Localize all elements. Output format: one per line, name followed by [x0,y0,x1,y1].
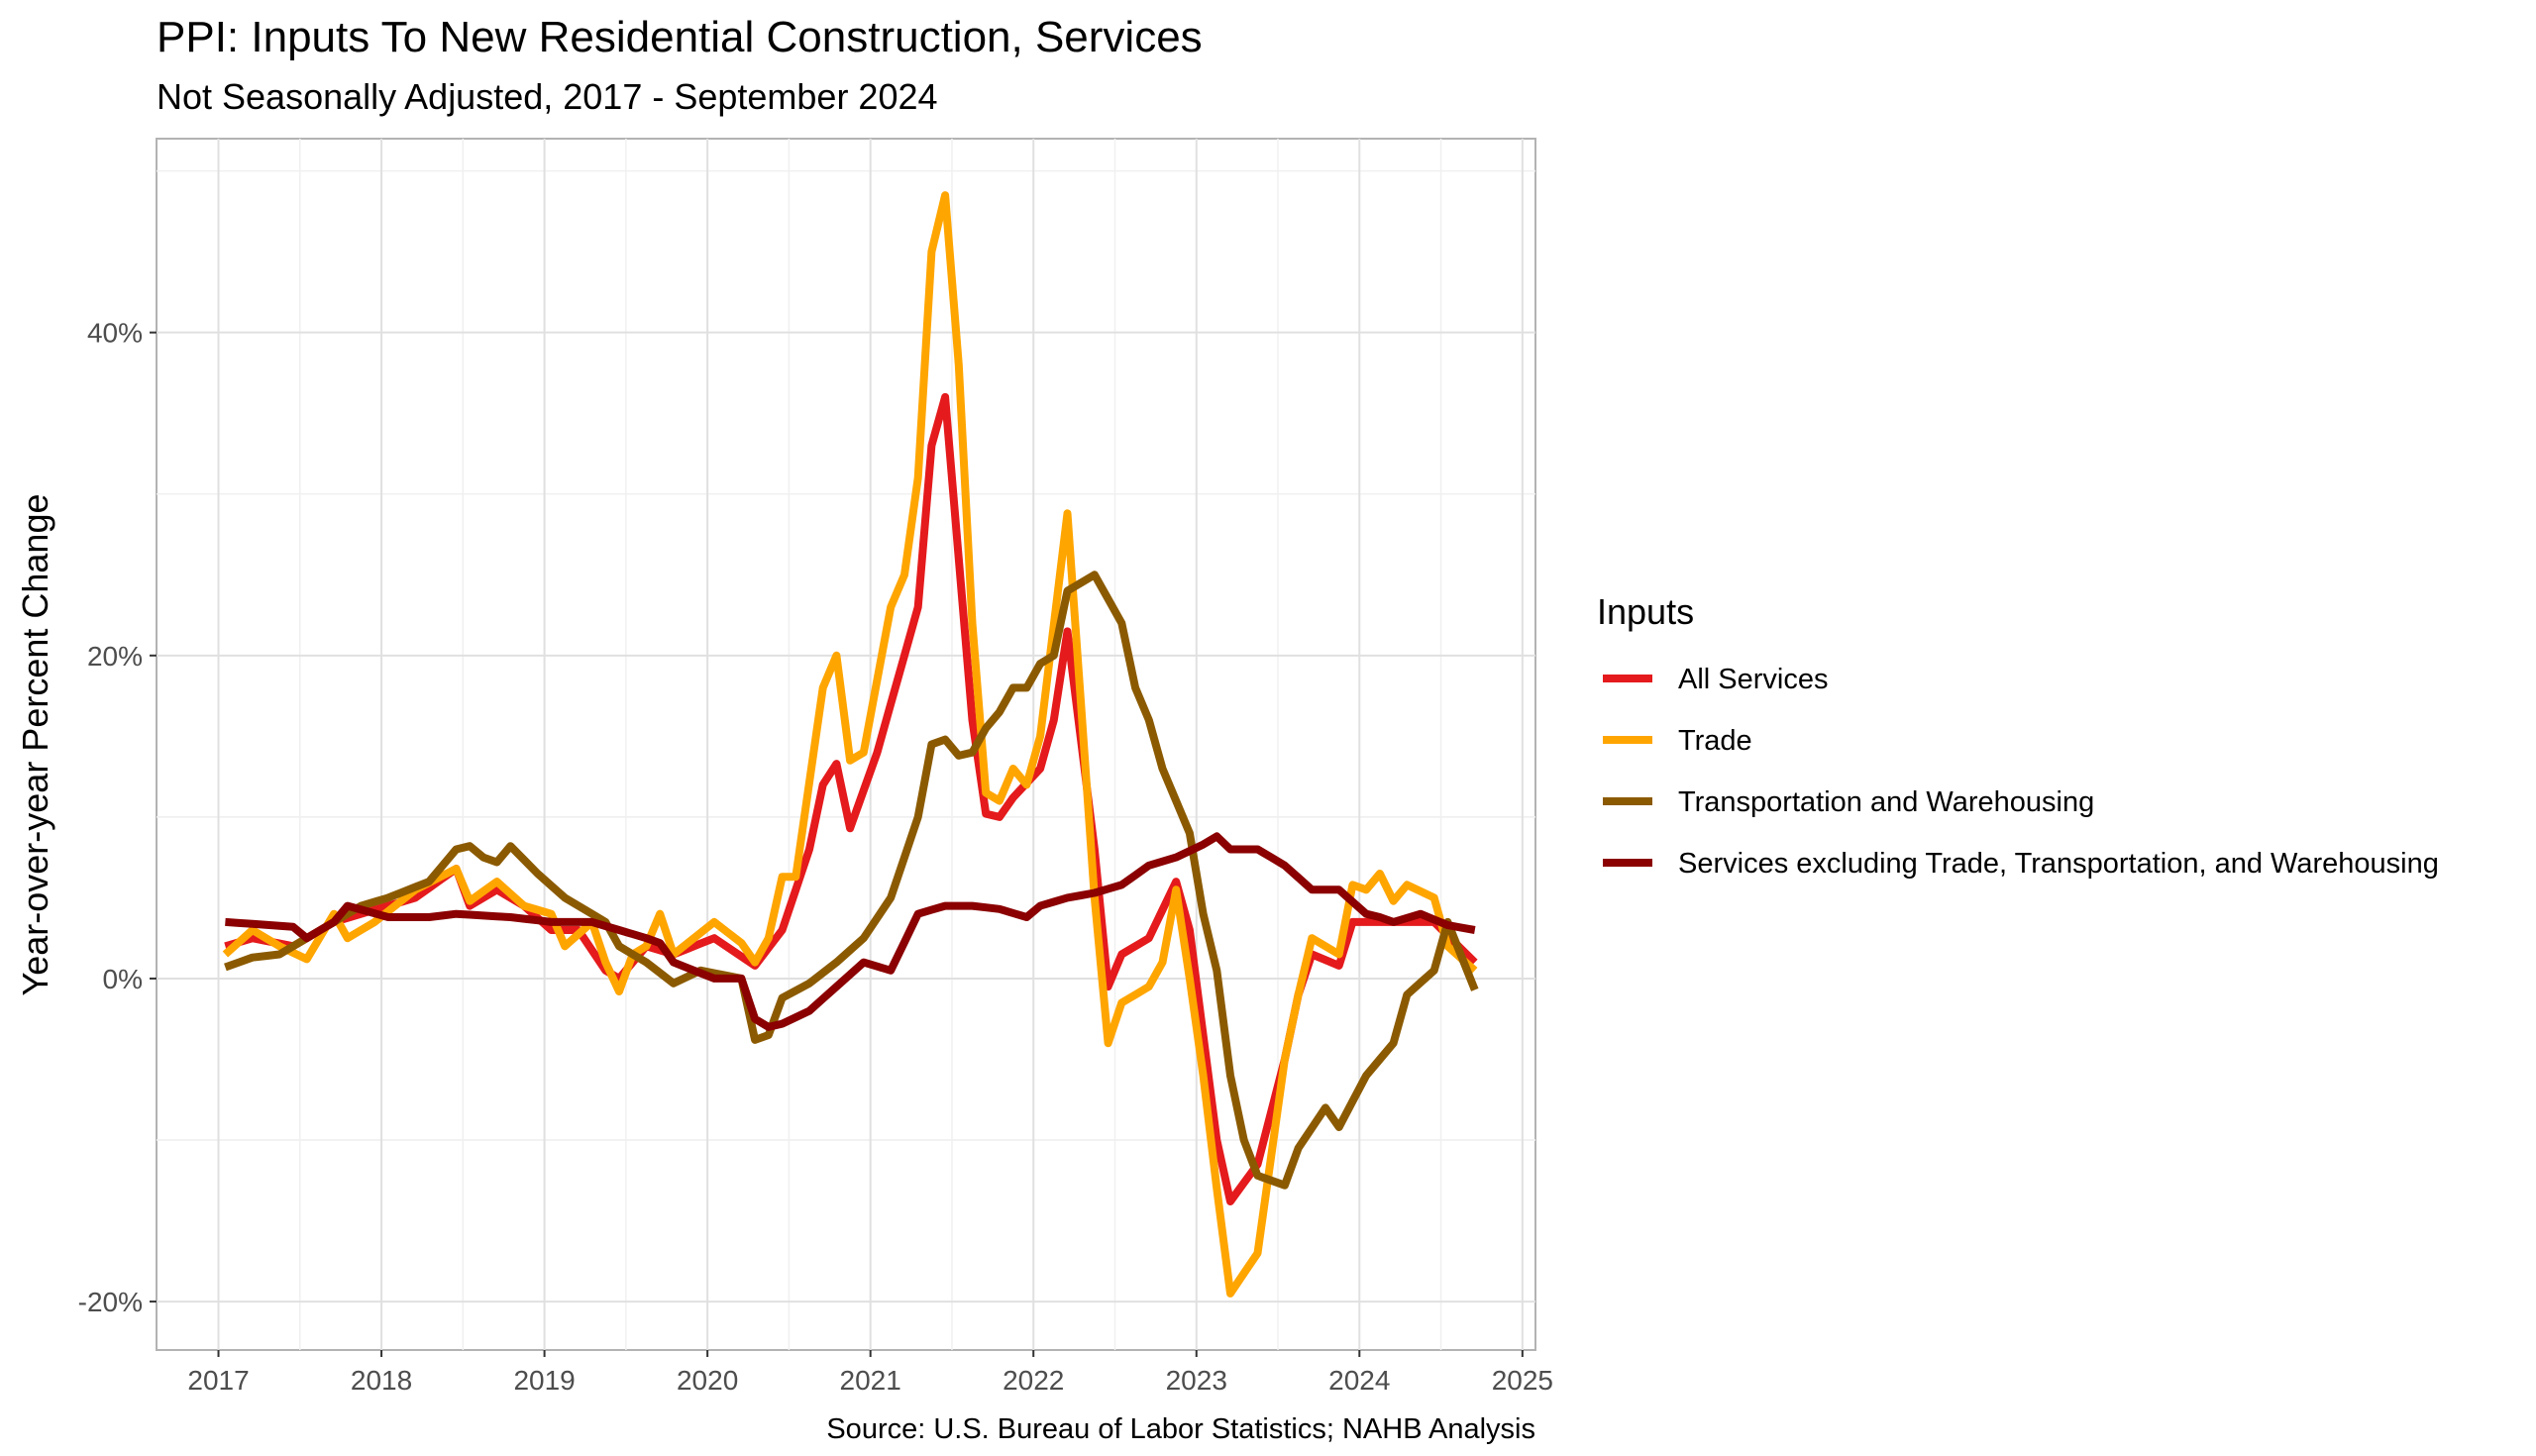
chart-title: PPI: Inputs To New Residential Construct… [157,13,1203,61]
legend-label-1: Trade [1678,725,1752,757]
y-axis-title: Year-over-year Percent Change [15,494,55,996]
x-tick-label: 2022 [1003,1365,1064,1396]
series-line-2 [224,571,1479,1190]
x-tick-label: 2018 [351,1365,412,1396]
y-tick-label: 40% [87,318,143,349]
x-tick-label: 2017 [187,1365,249,1396]
series-line-3 [225,832,1476,1031]
legend-label-3: Services excluding Trade, Transportation… [1678,848,2439,880]
y-tick-label: 0% [103,964,143,994]
x-tick-label: 2019 [513,1365,575,1396]
chart-subtitle: Not Seasonally Adjusted, 2017 - Septembe… [157,76,938,117]
legend-label-0: All Services [1678,664,1829,695]
x-tick-label: 2021 [840,1365,901,1396]
chart-caption: Source: U.S. Bureau of Labor Statistics;… [826,1413,1535,1445]
y-tick-label: 20% [87,641,143,672]
x-tick-label: 2023 [1166,1365,1227,1396]
x-tick-label: 2025 [1492,1365,1553,1396]
y-tick-label: -20% [78,1287,143,1317]
series-lines [222,191,1479,1298]
y-axis-ticks: -20% 0% 20% 40% [78,318,157,1317]
legend: All Services Trade Transportation and Ware… [1603,664,2439,880]
grid-lines [157,139,1535,1350]
x-tick-label: 2020 [677,1365,738,1396]
x-tick-label: 2024 [1328,1365,1390,1396]
x-axis-ticks: 2017 2018 2019 2020 2021 2022 2023 2024 2025 [187,1350,1553,1396]
legend-title: Inputs [1597,591,1694,632]
legend-label-2: Transportation and Warehousing [1678,786,2094,818]
